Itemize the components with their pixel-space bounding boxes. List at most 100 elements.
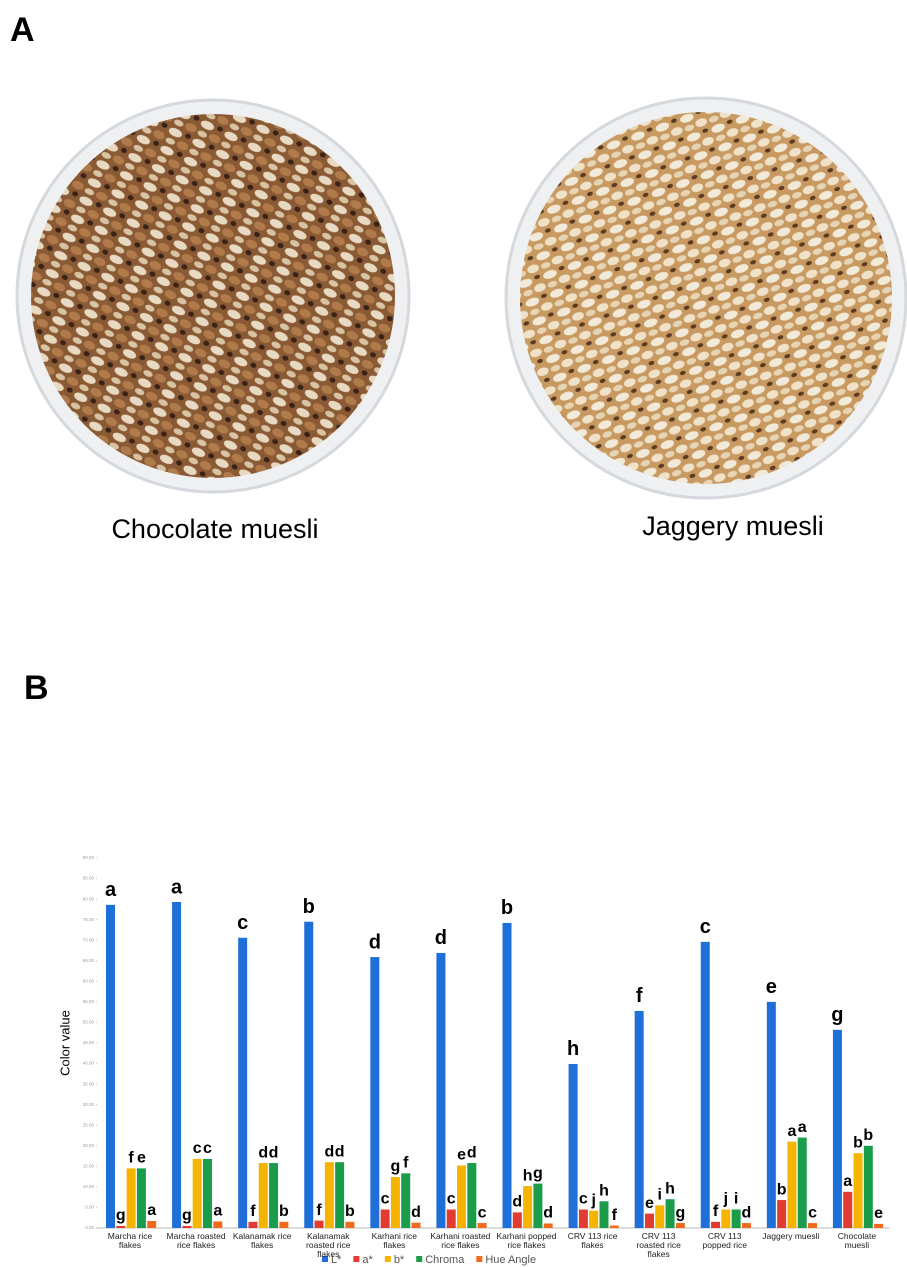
significance-letter: e [874, 1205, 883, 1222]
bar [843, 1191, 853, 1228]
x-tick-label: Marcha rice flakes [107, 1231, 153, 1250]
legend-swatch [322, 1256, 328, 1262]
significance-letter: d [258, 1144, 268, 1161]
x-tick-label: Kalanamak roasted rice flakes [306, 1231, 351, 1259]
y-tick-label: 90.00 [83, 855, 95, 860]
significance-letter: j [590, 1192, 595, 1209]
y-tick-label: 85.00 [83, 876, 95, 881]
significance-letter: b [777, 1181, 787, 1198]
significance-letter: f [316, 1202, 322, 1219]
significance-letter: d [369, 931, 381, 953]
significance-letter: b [279, 1203, 289, 1220]
bar [721, 1209, 731, 1228]
significance-letter: f [612, 1207, 618, 1224]
bar [269, 1163, 279, 1228]
y-tick-label: 65.00 [83, 958, 95, 963]
significance-letter: b [303, 896, 315, 918]
significance-letter: g [831, 1004, 843, 1026]
bar [543, 1223, 553, 1228]
bar [147, 1221, 157, 1228]
bar [192, 1158, 202, 1228]
x-tick-label: Karhani popped rice flakes [496, 1231, 557, 1250]
bar [568, 1063, 578, 1228]
y-tick-label: 60.00 [83, 979, 95, 984]
bar [304, 921, 314, 1228]
significance-letter: g [391, 1158, 401, 1175]
legend-swatch [384, 1256, 391, 1262]
bar [258, 1163, 268, 1228]
significance-letter: h [567, 1038, 579, 1060]
significance-letter: g [116, 1207, 126, 1224]
bar [523, 1186, 533, 1228]
y-axis-label: Color value [57, 1010, 72, 1076]
bar [741, 1223, 751, 1228]
significance-letter: e [137, 1150, 146, 1167]
significance-letter: d [543, 1205, 553, 1222]
legend-label: Hue Angle [485, 1254, 536, 1266]
y-tick-label: 5.00 [85, 1205, 94, 1210]
significance-letter: b [853, 1134, 863, 1151]
y-tick-label: 35.00 [83, 1081, 95, 1086]
x-tick-label: Karhani roasted rice flakes [430, 1231, 491, 1250]
significance-letter: f [636, 985, 643, 1007]
significance-letter: d [742, 1204, 752, 1221]
significance-letter: d [435, 927, 447, 949]
significance-letter: d [512, 1194, 522, 1211]
significance-letter: g [182, 1207, 192, 1224]
significance-letter: a [171, 876, 183, 898]
significance-letter: b [501, 897, 513, 919]
x-tick-label: Marcha roasted rice flakes [166, 1231, 226, 1250]
significance-letter: d [335, 1143, 345, 1160]
bar [655, 1205, 665, 1228]
significance-letter: a [787, 1123, 796, 1140]
significance-letter: d [467, 1144, 477, 1161]
bar [502, 922, 512, 1228]
bar [248, 1221, 258, 1228]
significance-letter: c [808, 1204, 817, 1221]
bar [213, 1221, 223, 1228]
y-tick-label: 20.00 [83, 1143, 95, 1148]
significance-letter: e [645, 1195, 654, 1212]
x-tick-label: Jaggery muesli [762, 1231, 820, 1241]
significance-letter: e [457, 1147, 466, 1164]
bar [700, 941, 710, 1228]
significance-letter: d [324, 1143, 334, 1160]
significance-letter: a [105, 879, 117, 901]
bar [401, 1173, 411, 1228]
legend-label: L* [331, 1254, 342, 1266]
legend-swatch [353, 1256, 360, 1262]
bar [390, 1177, 400, 1228]
caption: Jaggery muesli [642, 511, 824, 541]
significance-letter: e [766, 976, 777, 998]
significance-letter: d [411, 1204, 421, 1221]
bar [182, 1225, 192, 1228]
y-tick-label: 70.00 [83, 937, 95, 942]
significance-letter: h [665, 1180, 675, 1197]
bar [609, 1225, 619, 1228]
bar [314, 1220, 324, 1228]
significance-letter: c [579, 1191, 588, 1208]
significance-letter: j [723, 1191, 728, 1208]
significance-letter: c [381, 1191, 390, 1208]
panel-label: B [24, 669, 49, 707]
x-tick-label: CRV 113 roasted rice flakes [636, 1231, 681, 1259]
bar [874, 1223, 884, 1228]
bar [589, 1210, 599, 1228]
y-tick-label: 75.00 [83, 917, 95, 922]
bar [512, 1212, 522, 1228]
bar [634, 1010, 644, 1228]
bar [370, 957, 380, 1228]
significance-letter: a [798, 1119, 807, 1136]
bar [446, 1209, 456, 1228]
significance-letter: c [700, 916, 711, 938]
bar [467, 1163, 477, 1228]
bar [853, 1153, 863, 1228]
significance-letter: f [250, 1203, 256, 1220]
legend-label: Chroma [425, 1254, 465, 1266]
significance-letter: i [734, 1191, 738, 1208]
significance-letter: f [713, 1203, 719, 1220]
y-tick-label: 15.00 [83, 1164, 95, 1169]
y-tick-label: 0.00 [85, 1225, 94, 1230]
bar [279, 1221, 289, 1228]
